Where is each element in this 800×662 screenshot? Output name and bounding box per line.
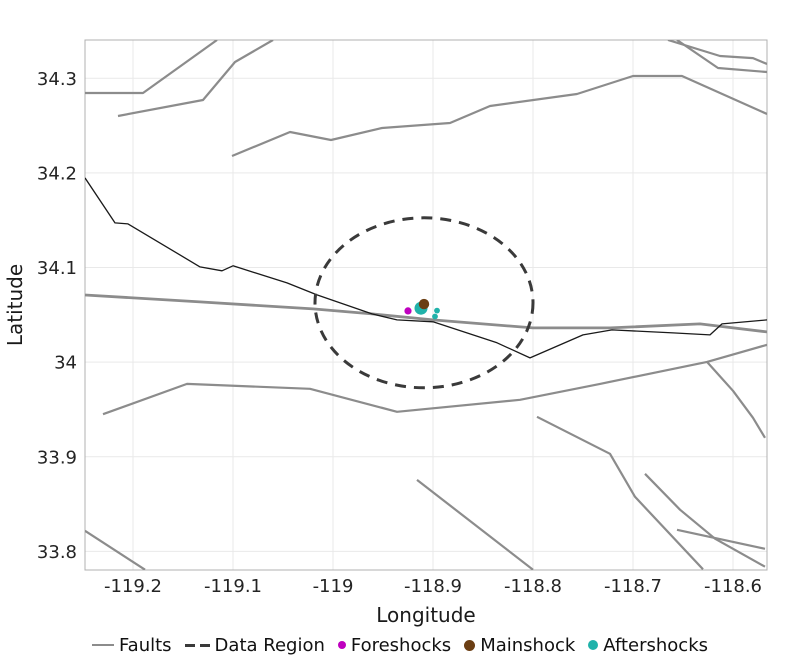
x-axis-label: Longitude xyxy=(376,603,475,627)
fault-line xyxy=(706,361,766,439)
x-tick-label: -118.7 xyxy=(604,576,662,597)
y-tick-label: 34.1 xyxy=(37,258,77,279)
x-tick-label: -119.2 xyxy=(104,576,162,597)
fault-line xyxy=(644,473,766,568)
fault-line xyxy=(85,293,767,334)
y-tick-label: 34.3 xyxy=(37,69,77,90)
fault-line xyxy=(102,343,767,416)
mainshock-dot-icon xyxy=(464,639,476,651)
legend-item-data-region: Data Region xyxy=(184,634,325,656)
fault-line xyxy=(85,40,218,95)
fault-line xyxy=(416,479,534,570)
y-axis-label: Latitude xyxy=(3,264,27,346)
legend-item-foreshocks: Foreshocks xyxy=(337,634,452,656)
data-layer xyxy=(85,40,767,570)
fault-line xyxy=(667,40,767,66)
x-tick-label: -118.8 xyxy=(504,576,562,597)
fault-line-thin xyxy=(85,177,767,359)
legend-item-faults: Faults xyxy=(91,634,172,656)
x-tick-label: -118.6 xyxy=(704,576,762,597)
fault-line xyxy=(85,529,146,570)
fault-line-swatch-icon xyxy=(91,643,114,647)
legend-item-mainshock: Mainshock xyxy=(464,635,575,656)
legend-label: Data Region xyxy=(214,634,325,656)
fault-line xyxy=(231,74,767,158)
foreshock-point xyxy=(404,307,412,315)
clipped-data-group xyxy=(85,40,767,570)
fault-line xyxy=(676,40,767,74)
x-tick-label: -119 xyxy=(313,576,354,597)
y-tick-label: 33.9 xyxy=(37,447,77,468)
y-tick-label: 34 xyxy=(54,353,77,374)
fault-line xyxy=(676,528,766,550)
legend-item-aftershocks: Aftershocks xyxy=(588,635,708,656)
plot-frame xyxy=(84,39,768,571)
legend: Faults Data Region Foreshocks Mainshock Afte… xyxy=(0,631,800,659)
x-tick-label: -119.1 xyxy=(204,576,262,597)
foreshocks-dot-icon xyxy=(337,641,346,649)
tick-layer: -119.2 -119.1 -119 -118.9 -118.8 -118.7 -118.6… xyxy=(37,69,762,597)
legend-label: Foreshocks xyxy=(350,634,452,656)
aftershock-point xyxy=(432,313,438,320)
legend-label: Mainshock xyxy=(480,634,576,656)
x-tick-label: -118.9 xyxy=(404,576,462,597)
dashed-line-swatch-icon xyxy=(184,643,210,647)
data-region-ellipse xyxy=(313,216,535,390)
legend-label: Faults xyxy=(118,634,172,656)
y-tick-label: 33.8 xyxy=(37,542,77,563)
fault-line xyxy=(536,415,704,570)
mainshock-point xyxy=(418,298,430,310)
legend-label: Aftershocks xyxy=(603,634,709,656)
y-tick-label: 34.2 xyxy=(37,163,77,184)
aftershocks-dot-icon xyxy=(588,640,599,650)
fault-line xyxy=(117,40,274,118)
aftershock-point xyxy=(434,307,440,314)
